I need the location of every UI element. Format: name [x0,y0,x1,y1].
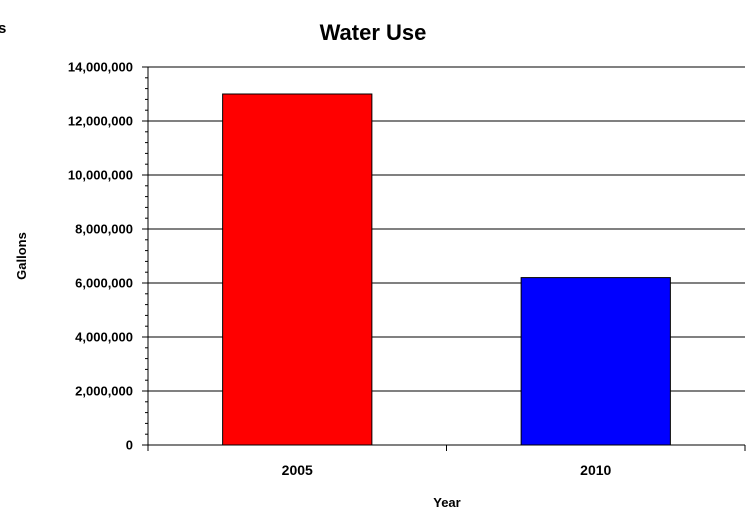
y-tick-label: 2,000,000 [75,384,133,399]
y-tick-label: 10,000,000 [68,168,133,183]
x-axis: 2005 2010 [147,444,746,478]
y-tick-label: 4,000,000 [75,330,133,345]
y-axis-title: Gallons [14,232,29,280]
x-tick-label: 2005 [282,462,313,478]
y-tick-label: 12,000,000 [68,114,133,129]
y-axis: 0 2,000,000 4,000,000 6,000,000 8,000,000 10,… [68,60,149,453]
x-tick-label: 2010 [580,462,611,478]
y-tick-label: 6,000,000 [75,276,133,291]
bars [222,93,671,446]
edge-fragment-text: s [0,20,6,37]
y-tick-label: 8,000,000 [75,222,133,237]
bar-2010 [520,277,671,446]
x-axis-title: Year [433,495,460,510]
chart-title: Water Use [320,20,427,45]
y-tick-label: 0 [126,438,133,453]
y-tick-label: 14,000,000 [68,60,133,75]
bar-2005 [222,93,373,446]
